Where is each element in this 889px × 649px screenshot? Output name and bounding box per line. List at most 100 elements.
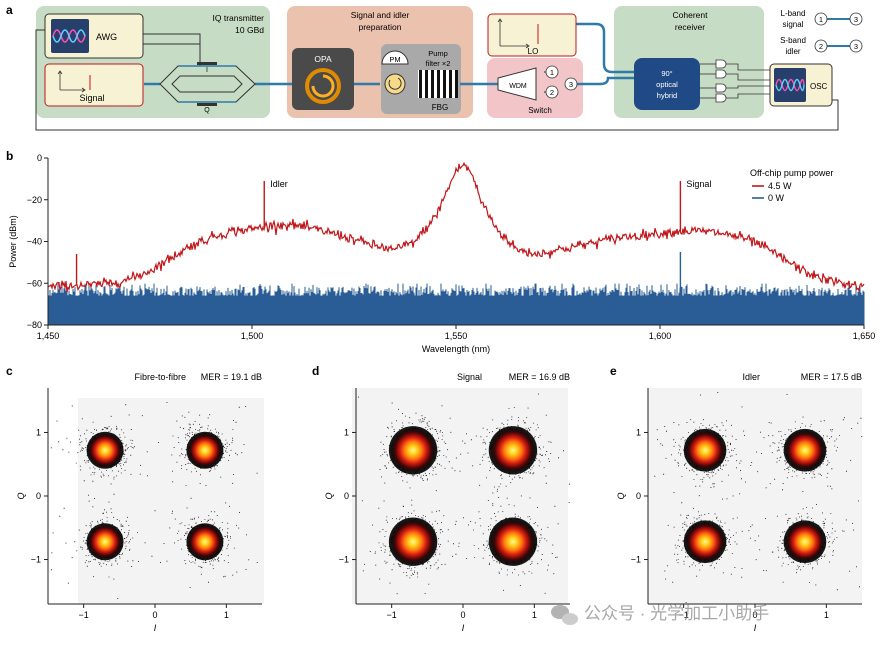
lo-source: LO (487, 13, 577, 57)
x-tick-label: 1,650 (853, 331, 876, 341)
x-tick-label: −1 (387, 610, 397, 620)
legend-port-d: 3 (854, 42, 858, 51)
receiver-title-1: Coherent (673, 10, 709, 20)
y-tick-label: −1 (631, 555, 641, 565)
prep-title-2: preparation (358, 22, 401, 32)
spectrum-legend: Off-chip pump power 4.5 W 0 W (750, 168, 833, 203)
x-tick-label: 1 (824, 610, 829, 620)
y-tick-label: 0 (344, 491, 349, 501)
port-3: 3 (569, 80, 573, 89)
switch-ports: 1 2 3 (545, 65, 578, 99)
panel-d-label: d (312, 364, 319, 378)
x-tick-label: 1 (224, 610, 229, 620)
prep-title-1: Signal and idler (351, 10, 410, 20)
opa-chip: OPA (292, 48, 354, 110)
symbol-heat (187, 524, 223, 560)
constellation-c-ylabel: Q (16, 492, 26, 499)
hybrid-label-3: hybrid (657, 91, 677, 100)
awg-instrument: AWG (44, 13, 144, 59)
constellation-d: −1 0 1 1 0 −1 (339, 388, 570, 620)
series-0w-fill (48, 295, 864, 325)
x-tick-label: 1,450 (37, 331, 60, 341)
legend-port-b: 3 (854, 15, 858, 24)
symbol-heat (490, 427, 536, 474)
legend-title: Off-chip pump power (750, 168, 833, 178)
x-tick-label: 1 (532, 610, 537, 620)
y-tick-label: 0 (636, 491, 641, 501)
legend-l-1: L-band (781, 9, 806, 18)
fbg-grating (418, 70, 458, 98)
symbol-heat (784, 430, 826, 471)
symbol-heat (684, 521, 726, 562)
control-loop-line (35, 29, 839, 131)
switch-label: Switch (528, 106, 552, 115)
y-tick-label: −80 (27, 320, 42, 330)
photodetectors (700, 59, 772, 103)
osc-label: OSC (810, 82, 828, 91)
iq-rate: 10 GBd (235, 25, 264, 35)
awg-label: AWG (96, 32, 117, 42)
panel-b-spectrum: b 0 −20 −40 −60 −801,450 1,500 1,550 1,600 1,650… (6, 149, 875, 354)
receiver-title-2: receiver (675, 22, 705, 32)
panel-c-label: c (6, 364, 13, 378)
pump-filter-1: Pump (428, 49, 448, 58)
constellation-c-mer: MER = 19.1 dB (201, 372, 262, 382)
port-2: 2 (550, 88, 554, 97)
constellation-e-xlabel: I (754, 623, 757, 633)
y-tick-label: 1 (636, 427, 641, 437)
wdm-label: WDM (509, 83, 527, 90)
signal-label: Signal (79, 93, 104, 103)
x-tick-label: 0 (152, 610, 157, 620)
y-tick-label: −1 (339, 555, 349, 565)
constellation-d-title: Signal (457, 372, 482, 382)
y-tick-label: −20 (27, 195, 42, 205)
symbol-heat (187, 432, 223, 468)
panel-b-label: b (6, 149, 13, 163)
legend-entry-4-5w: 4.5 W (768, 181, 792, 191)
constellation-e-title: Idler (742, 372, 760, 382)
awg-control-lines (143, 33, 201, 66)
y-tick-label: 0 (37, 153, 42, 163)
symbol-heat (87, 524, 123, 560)
pump-filter-2: filter ×2 (426, 59, 451, 68)
panel-e-label: e (610, 364, 617, 378)
symbol-cloud (667, 507, 738, 574)
plot-background (352, 388, 568, 604)
switch-legend: L-band signal S-band idler 1 3 2 3 (780, 9, 863, 56)
oscilloscope: OSC (769, 63, 833, 107)
panel-a-setup-diagram: a AWG (6, 3, 863, 131)
symbol-heat (87, 432, 123, 468)
port-1: 1 (550, 68, 554, 77)
x-tick-label: 1,550 (445, 331, 468, 341)
x-tick-label: −1 (679, 610, 689, 620)
series-4-5w-line (47, 161, 865, 293)
panel-c-constellation: c −1 0 110−1 Fibre-to-fibre MER = 19.1 dB … (6, 364, 264, 633)
fibre-lines (144, 22, 636, 86)
watermark: 公众号 · 光学加工小助手 (551, 604, 769, 625)
constellation-c-xlabel: I (154, 623, 157, 633)
symbol-heat (684, 430, 726, 471)
legend-port-a: 1 (819, 15, 823, 24)
wechat-icon (551, 605, 578, 625)
iq-title: IQ transmitter (213, 13, 265, 23)
fbg-label: FBG (432, 103, 448, 112)
spectrum-plot: 0 −20 −40 −60 −801,450 1,500 1,550 1,600 1,650 (27, 153, 876, 341)
iq-modulator: I Q (159, 62, 256, 114)
plot-background (648, 388, 862, 604)
hybrid-label-2: optical (656, 80, 678, 89)
legend-entry-0w: 0 W (768, 193, 785, 203)
optical-hybrid: 90° optical hybrid (634, 58, 700, 110)
symbol-heat (490, 518, 536, 565)
legend-l-2: signal (783, 20, 804, 29)
y-tick-label: 0 (36, 491, 41, 501)
pm-label: PM (389, 55, 400, 64)
constellation-e-ylabel: Q (616, 492, 626, 499)
legend-port-c: 2 (819, 42, 823, 51)
x-tick-label: 0 (752, 610, 757, 620)
y-tick-label: −40 (27, 237, 42, 247)
symbol-heat (784, 521, 826, 562)
x-tick-label: 1,600 (649, 331, 672, 341)
mod-i-label: I (206, 67, 208, 74)
x-tick-label: −1 (79, 610, 89, 620)
constellation-c: −1 0 1 1 0 −1 (31, 388, 264, 620)
